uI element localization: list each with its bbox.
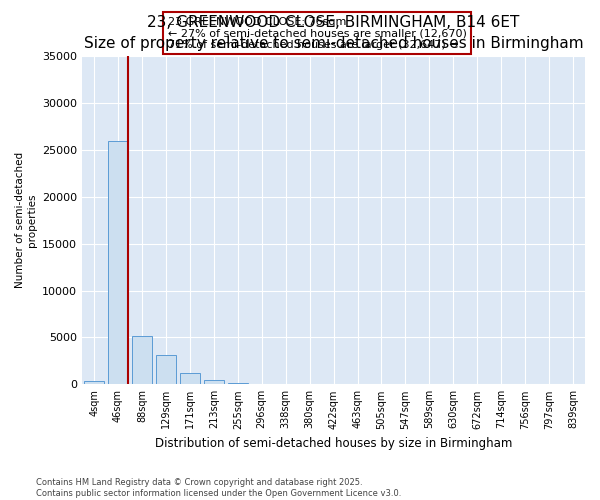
X-axis label: Distribution of semi-detached houses by size in Birmingham: Distribution of semi-detached houses by … xyxy=(155,437,512,450)
Y-axis label: Number of semi-detached
properties: Number of semi-detached properties xyxy=(15,152,37,288)
Bar xyxy=(180,373,200,384)
Bar xyxy=(84,382,104,384)
Text: 23 GREENWOOD CLOSE: 76sqm
← 27% of semi-detached houses are smaller (12,670)
71%: 23 GREENWOOD CLOSE: 76sqm ← 27% of semi-… xyxy=(167,16,467,50)
Text: Contains HM Land Registry data © Crown copyright and database right 2025.
Contai: Contains HM Land Registry data © Crown c… xyxy=(36,478,401,498)
Bar xyxy=(132,336,152,384)
Bar xyxy=(203,380,224,384)
Title: 23, GREENWOOD CLOSE, BIRMINGHAM, B14 6ET
Size of property relative to semi-detac: 23, GREENWOOD CLOSE, BIRMINGHAM, B14 6ET… xyxy=(84,15,583,51)
Bar xyxy=(108,140,128,384)
Bar xyxy=(156,356,176,384)
